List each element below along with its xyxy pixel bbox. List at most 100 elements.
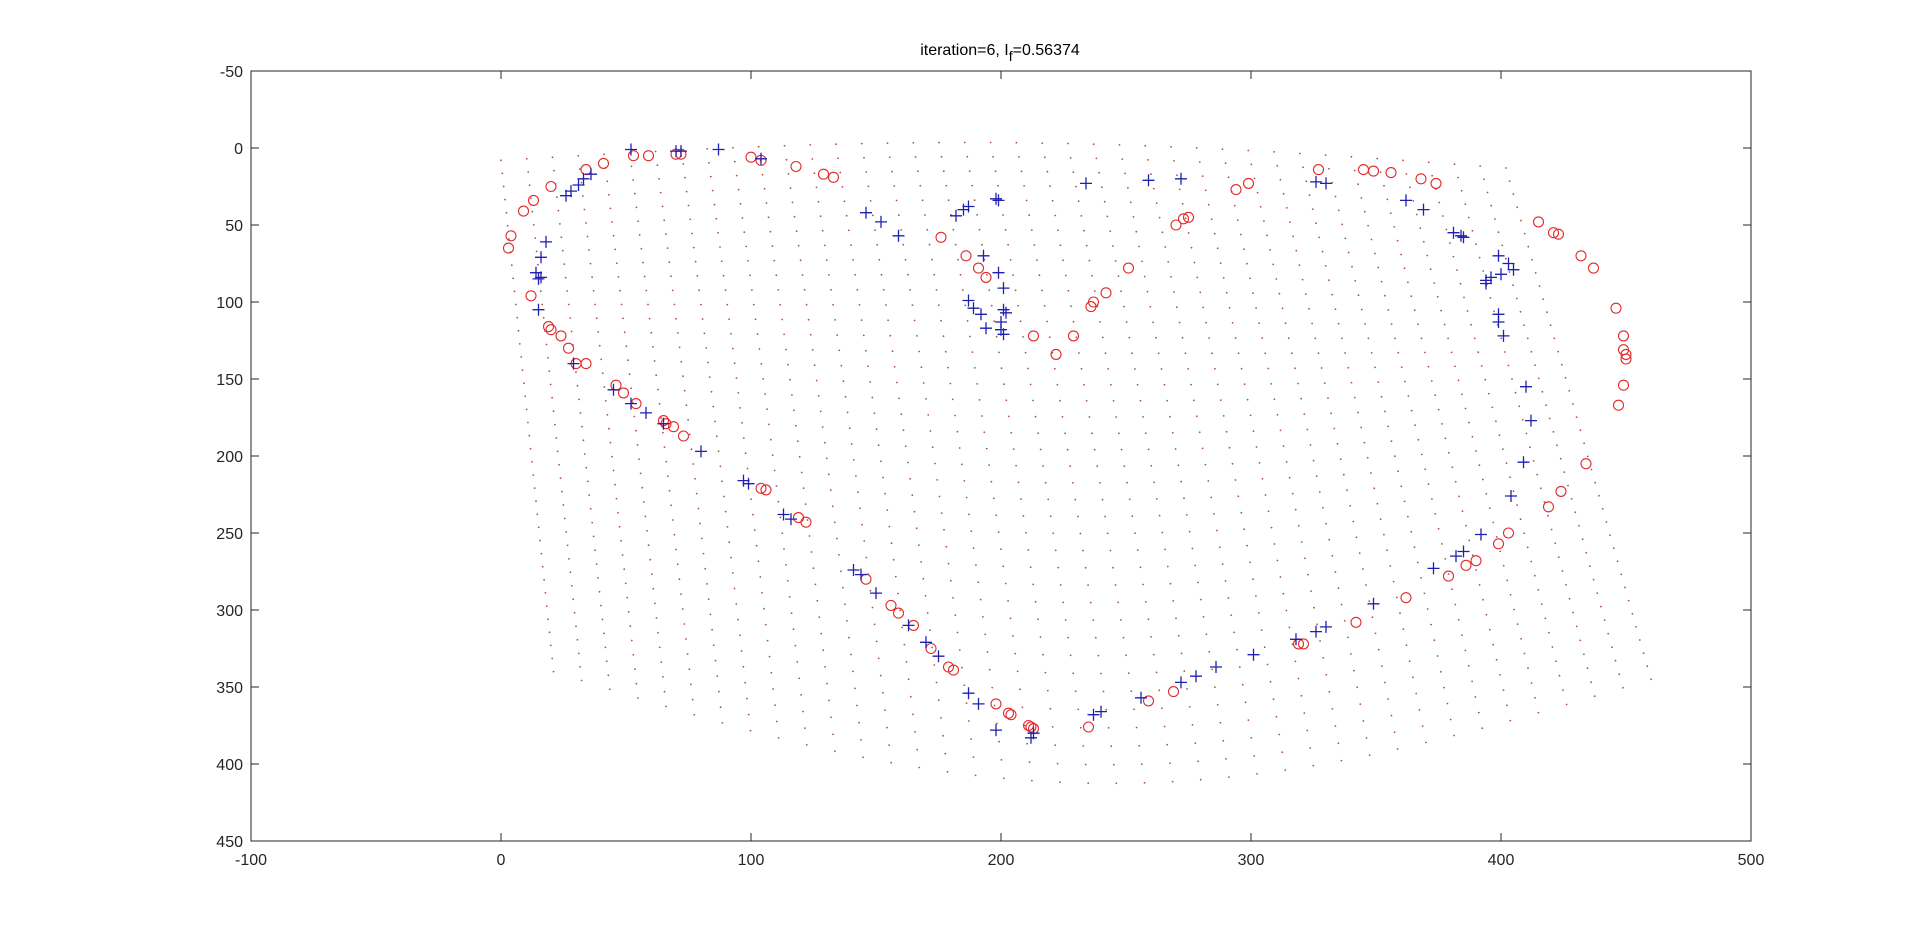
chart-title-main: iteration=6, I [920,42,1009,59]
grid-dot [652,587,655,590]
grid-dot [579,412,582,414]
grid-dot [1207,203,1210,206]
grid-dot [816,599,819,602]
grid-dot [1441,423,1443,425]
grid-dot [1485,613,1488,616]
grid-dot [548,370,551,372]
grid-dot [1064,274,1067,277]
grid-dot [995,722,998,725]
grid-dot [1202,616,1205,618]
grid-dot [749,274,751,277]
grid-dot [745,245,748,248]
grid-dot [835,143,837,146]
grid-dot [1291,492,1294,495]
grid-dot [1218,546,1221,549]
grid-dot [1468,539,1471,542]
grid-dot [970,530,973,532]
grid-dot [994,170,997,173]
grid-dot [1152,187,1155,190]
grid-dot [542,316,545,319]
grid-dot [1548,417,1551,420]
grid-dot [965,496,968,499]
grid-dot [1437,408,1440,411]
grid-dot [1489,297,1492,299]
grid-dot [1487,392,1490,395]
grid-dot [1037,432,1039,434]
grid-dot [912,713,914,716]
grid-dot [1557,556,1560,558]
grid-dot [837,157,839,160]
grid-dot [1471,554,1474,557]
grid-dot [769,438,772,441]
grid-dot [558,463,560,466]
grid-dot [1447,337,1449,340]
grid-dot [1384,681,1386,684]
plus-marker [1492,249,1505,262]
grid-dot [1530,350,1533,353]
grid-dot [1016,670,1019,673]
grid-dot [925,398,927,400]
grid-dot [1161,231,1164,234]
grid-dot [990,304,993,307]
plus-marker [1247,648,1260,661]
grid-dot [897,592,899,595]
grid-dot [650,573,653,576]
grid-dot [525,408,528,411]
grid-dot [1199,778,1202,781]
grid-dot [1367,224,1369,227]
grid-dot [773,469,776,472]
grid-dot [1131,515,1134,518]
plus-marker [1000,306,1012,319]
grid-dot [889,334,892,337]
grid-dot [692,246,695,249]
circle-marker [817,168,830,180]
grid-dot [1028,214,1031,217]
grid-dot [687,418,689,421]
grid-dot [1046,320,1048,323]
grid-dot [1594,481,1597,484]
grid-dot [1067,289,1070,292]
circle-marker [1400,592,1412,604]
grid-dot [637,697,639,699]
grid-dot [824,666,826,668]
grid-dot [1062,259,1064,262]
grid-dot [662,676,664,678]
plus-marker [1520,380,1532,393]
grid-dot [779,303,782,306]
grid-dot [563,517,566,520]
grid-dot [871,214,874,217]
grid-dot [1303,413,1306,415]
grid-dot [1282,592,1285,595]
plot-area-frame [250,70,1752,842]
grid-dot [1410,530,1413,533]
grid-dot [1295,249,1298,252]
grid-dot [1402,159,1404,162]
grid-dot [1241,683,1244,686]
grid-dot [1439,670,1442,673]
grid-dot [749,729,752,732]
grid-dot [588,249,590,251]
grid-dot [1500,337,1503,340]
grid-dot [1233,631,1235,634]
grid-dot [577,154,580,157]
grid-dot [931,646,933,649]
grid-dot [891,170,893,173]
grid-dot [1304,293,1307,295]
grid-dot [1622,686,1624,689]
grid-dot [687,204,690,207]
grid-dot [1311,322,1313,325]
grid-dot [1216,383,1219,386]
grid-dot [1568,390,1571,392]
grid-dot [531,210,534,213]
grid-dot [1034,600,1037,603]
grid-dot [1221,563,1224,565]
grid-dot [781,318,783,321]
grid-dot [1464,649,1467,652]
grid-dot [1084,566,1087,569]
grid-dot [1437,527,1440,530]
grid-dot [1417,438,1420,441]
x-tick-label: 0 [497,852,506,869]
grid-dot [1312,459,1315,462]
plus-marker [777,508,790,521]
grid-dot [582,439,585,442]
